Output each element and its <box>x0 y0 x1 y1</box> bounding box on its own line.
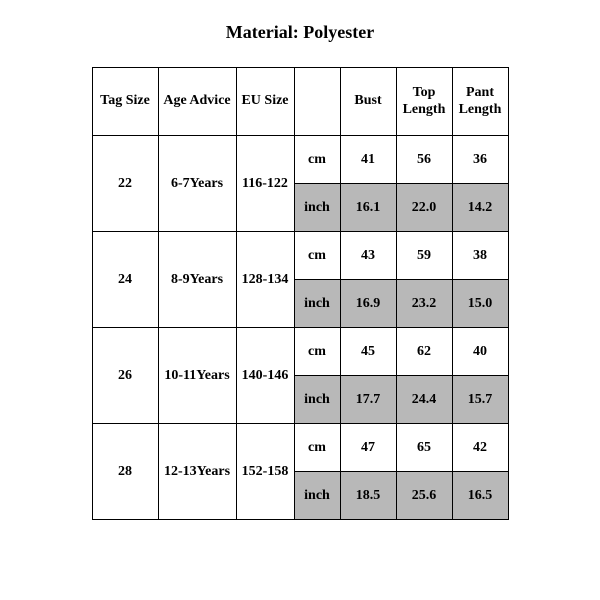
cell-bust: 45 <box>340 328 396 376</box>
cell-eu: 128-134 <box>236 232 294 328</box>
cell-unit: inch <box>294 472 340 520</box>
col-age: Age Advice <box>158 68 236 136</box>
page-title: Material: Polyester <box>0 22 600 43</box>
cell-age: 12-13Years <box>158 424 236 520</box>
cell-top: 23.2 <box>396 280 452 328</box>
page: Material: Polyester Tag Size Age Advice … <box>0 0 600 600</box>
cell-age: 8-9Years <box>158 232 236 328</box>
cell-pant: 15.0 <box>452 280 508 328</box>
cell-unit: cm <box>294 328 340 376</box>
cell-unit: cm <box>294 136 340 184</box>
cell-pant: 15.7 <box>452 376 508 424</box>
cell-top: 59 <box>396 232 452 280</box>
cell-pant: 14.2 <box>452 184 508 232</box>
table-row: 24 8-9Years 128-134 cm 43 59 38 <box>92 232 508 280</box>
size-table: Tag Size Age Advice EU Size Bust Top Len… <box>92 67 509 520</box>
cell-eu: 116-122 <box>236 136 294 232</box>
cell-pant: 16.5 <box>452 472 508 520</box>
cell-top: 24.4 <box>396 376 452 424</box>
cell-bust: 16.9 <box>340 280 396 328</box>
table-row: 22 6-7Years 116-122 cm 41 56 36 <box>92 136 508 184</box>
cell-unit: cm <box>294 232 340 280</box>
cell-bust: 16.1 <box>340 184 396 232</box>
table-row: 28 12-13Years 152-158 cm 47 65 42 <box>92 424 508 472</box>
cell-pant: 38 <box>452 232 508 280</box>
cell-tag: 24 <box>92 232 158 328</box>
table-row: 26 10-11Years 140-146 cm 45 62 40 <box>92 328 508 376</box>
col-pant: Pant Length <box>452 68 508 136</box>
cell-top: 25.6 <box>396 472 452 520</box>
cell-top: 56 <box>396 136 452 184</box>
cell-top: 22.0 <box>396 184 452 232</box>
cell-tag: 26 <box>92 328 158 424</box>
cell-pant: 36 <box>452 136 508 184</box>
cell-age: 10-11Years <box>158 328 236 424</box>
cell-unit: inch <box>294 280 340 328</box>
col-tag: Tag Size <box>92 68 158 136</box>
cell-unit: inch <box>294 376 340 424</box>
cell-top: 65 <box>396 424 452 472</box>
cell-tag: 28 <box>92 424 158 520</box>
cell-eu: 152-158 <box>236 424 294 520</box>
cell-bust: 17.7 <box>340 376 396 424</box>
col-bust: Bust <box>340 68 396 136</box>
cell-age: 6-7Years <box>158 136 236 232</box>
cell-bust: 43 <box>340 232 396 280</box>
cell-top: 62 <box>396 328 452 376</box>
cell-unit: inch <box>294 184 340 232</box>
cell-unit: cm <box>294 424 340 472</box>
col-eu: EU Size <box>236 68 294 136</box>
cell-tag: 22 <box>92 136 158 232</box>
cell-pant: 40 <box>452 328 508 376</box>
cell-eu: 140-146 <box>236 328 294 424</box>
cell-bust: 41 <box>340 136 396 184</box>
table-header-row: Tag Size Age Advice EU Size Bust Top Len… <box>92 68 508 136</box>
cell-pant: 42 <box>452 424 508 472</box>
cell-bust: 18.5 <box>340 472 396 520</box>
cell-bust: 47 <box>340 424 396 472</box>
col-unit <box>294 68 340 136</box>
col-top: Top Length <box>396 68 452 136</box>
